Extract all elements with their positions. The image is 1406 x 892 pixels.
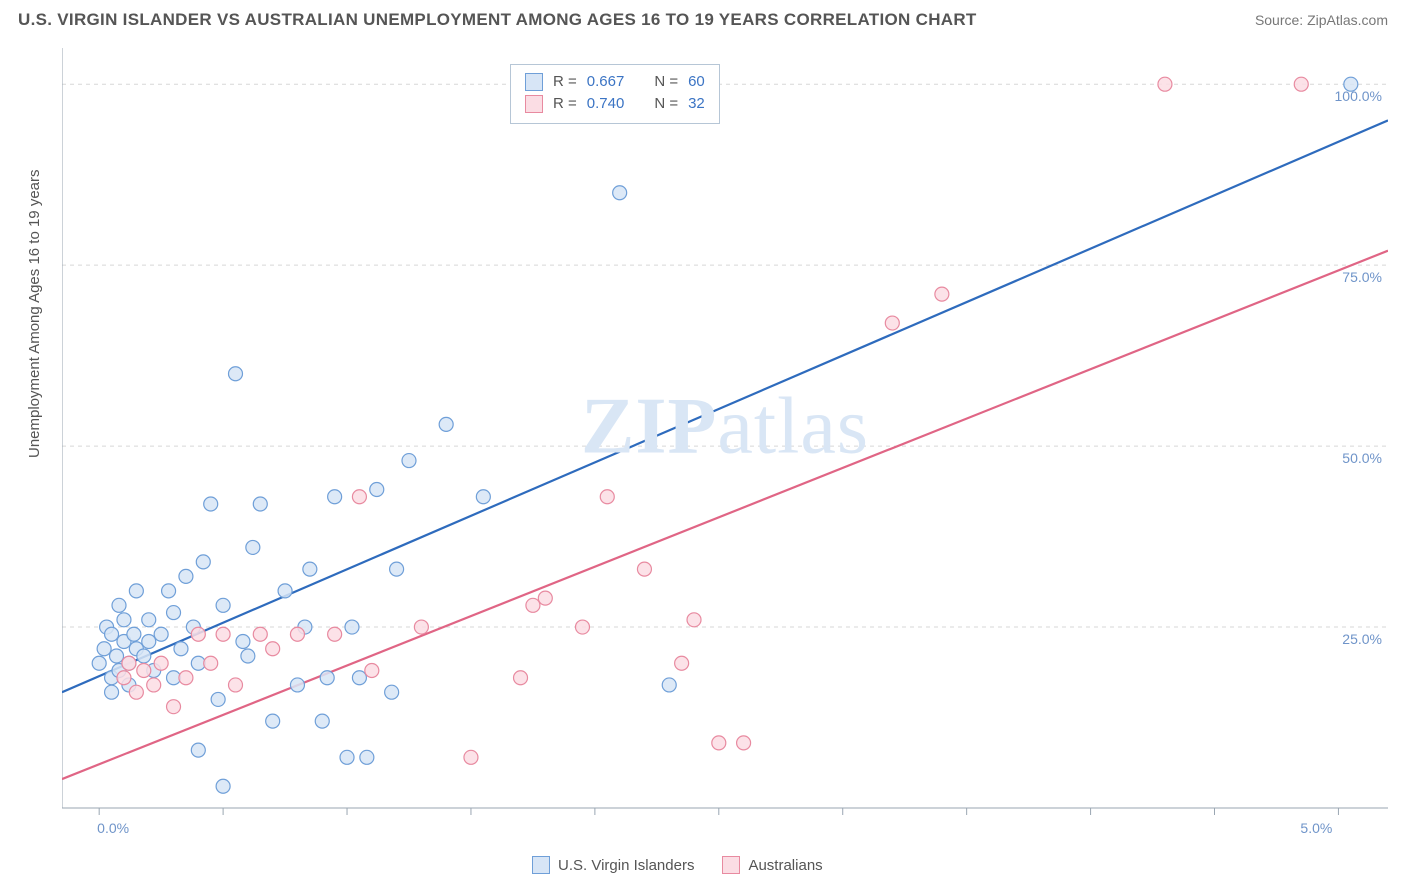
chart-title: U.S. VIRGIN ISLANDER VS AUSTRALIAN UNEMP…: [18, 10, 977, 30]
legend-swatch: [525, 73, 543, 91]
legend-n-label: N =: [654, 71, 678, 93]
legend-r-label: R =: [553, 93, 577, 115]
legend-swatch: [525, 95, 543, 113]
legend-r-value: 0.740: [587, 93, 625, 115]
legend-n-label: N =: [654, 93, 678, 115]
legend-swatch: [532, 856, 550, 874]
scatter-plot: ZIPatlas R =0.667N =60R =0.740N =32 25.0…: [62, 48, 1388, 838]
legend-r-label: R =: [553, 71, 577, 93]
legend-stats-box: R = 0.667 N = 60 R = 0.740 N = 32: [510, 64, 720, 124]
y-tick-label: 75.0%: [1342, 269, 1382, 285]
legend-stats-row: R = 0.740 N = 32: [525, 93, 705, 115]
y-axis-title: Unemployment Among Ages 16 to 19 years: [26, 169, 43, 458]
legend-stats-row: R = 0.667 N = 60: [525, 71, 705, 93]
chart-container: Unemployment Among Ages 16 to 19 years Z…: [40, 38, 1388, 838]
bottom-legend-item: U.S. Virgin Islanders: [532, 856, 694, 874]
y-tick-label: 50.0%: [1342, 450, 1382, 466]
x-tick-label: 5.0%: [1300, 820, 1332, 836]
bottom-legend: U.S. Virgin Islanders Australians: [532, 856, 823, 874]
bottom-legend-label: U.S. Virgin Islanders: [558, 857, 694, 874]
bottom-legend-item: Australians: [722, 856, 822, 874]
bottom-legend-label: Australians: [748, 857, 822, 874]
y-tick-label: 25.0%: [1342, 631, 1382, 647]
legend-swatch: [722, 856, 740, 874]
source-attribution: Source: ZipAtlas.com: [1255, 12, 1388, 28]
legend-n-value: 60: [688, 71, 705, 93]
plot-svg: [62, 48, 1388, 838]
x-tick-label: 0.0%: [97, 820, 129, 836]
y-tick-label: 100.0%: [1335, 88, 1382, 104]
legend-r-value: 0.667: [587, 71, 625, 93]
legend-n-value: 32: [688, 93, 705, 115]
